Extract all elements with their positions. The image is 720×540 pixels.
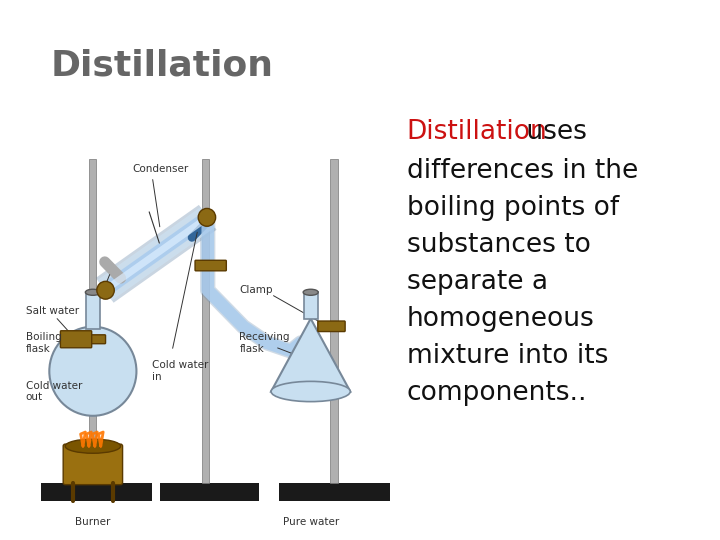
FancyBboxPatch shape [60, 330, 91, 348]
FancyBboxPatch shape [195, 260, 226, 271]
Text: differences in the
boiling points of
substances to
separate a
homogeneous
mixtur: differences in the boiling points of sub… [407, 158, 638, 406]
Ellipse shape [86, 289, 100, 295]
Ellipse shape [65, 439, 121, 453]
FancyBboxPatch shape [330, 159, 338, 483]
FancyBboxPatch shape [304, 292, 318, 319]
Text: uses: uses [518, 119, 588, 145]
FancyBboxPatch shape [82, 335, 106, 343]
FancyBboxPatch shape [279, 483, 390, 501]
Text: Cold water
out: Cold water out [26, 381, 82, 402]
Text: Salt water: Salt water [26, 306, 78, 315]
Text: Boiling
flask: Boiling flask [26, 332, 61, 354]
Circle shape [96, 281, 114, 299]
Text: Clamp: Clamp [239, 285, 273, 295]
Text: Distillation: Distillation [407, 119, 547, 145]
FancyBboxPatch shape [63, 444, 122, 485]
Circle shape [198, 208, 216, 226]
Ellipse shape [271, 381, 351, 402]
FancyBboxPatch shape [86, 292, 99, 329]
Text: Distillation: Distillation [50, 49, 274, 83]
Text: Burner: Burner [75, 517, 111, 527]
FancyBboxPatch shape [202, 159, 209, 483]
FancyBboxPatch shape [89, 159, 96, 483]
Polygon shape [271, 319, 351, 392]
Text: Condenser: Condenser [132, 164, 189, 174]
FancyBboxPatch shape [42, 483, 153, 501]
Ellipse shape [303, 289, 318, 295]
Circle shape [49, 327, 137, 416]
FancyBboxPatch shape [318, 321, 345, 332]
FancyBboxPatch shape [160, 483, 259, 501]
Text: Pure water: Pure water [282, 517, 339, 527]
Text: Cold water
in: Cold water in [153, 361, 209, 382]
Text: Receiving
flask: Receiving flask [239, 332, 290, 354]
